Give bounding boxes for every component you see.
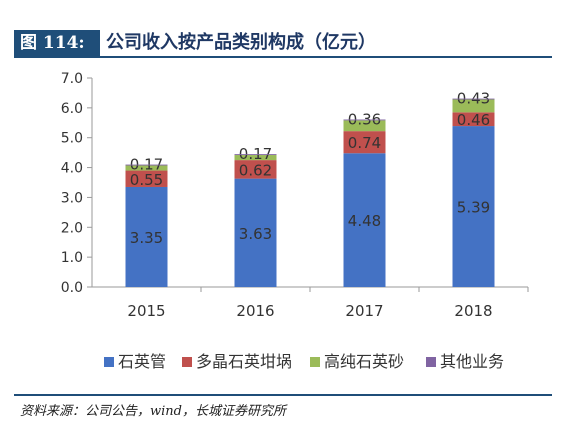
bar-segment-3 bbox=[125, 165, 168, 171]
bar-segment-2 bbox=[452, 112, 495, 127]
data-label: 0.17 bbox=[130, 155, 163, 173]
data-label: 0.74 bbox=[348, 134, 381, 152]
x-tick-label: 2017 bbox=[345, 302, 383, 320]
bar-segment-4 bbox=[343, 119, 386, 121]
legend-swatch bbox=[182, 357, 192, 367]
legend-swatch bbox=[426, 357, 436, 367]
y-tick-label: 1.0 bbox=[61, 250, 83, 266]
bar-segment-4 bbox=[125, 164, 168, 166]
bar-segment-4 bbox=[234, 154, 277, 156]
legend-swatch bbox=[310, 357, 320, 367]
y-tick-label: 4.0 bbox=[61, 161, 83, 177]
figure-header: 图 114: 公司收入按产品类别构成（亿元） bbox=[14, 30, 552, 58]
y-tick-label: 2.0 bbox=[61, 220, 83, 236]
figure-title: 公司收入按产品类别构成（亿元） bbox=[106, 32, 376, 53]
bar-segment-2 bbox=[234, 160, 277, 179]
data-label: 0.62 bbox=[239, 161, 272, 179]
data-label: 0.46 bbox=[457, 111, 490, 129]
bar-segment-3 bbox=[452, 99, 495, 113]
y-tick-label: 3.0 bbox=[61, 190, 83, 206]
bar-segment-3 bbox=[343, 120, 386, 132]
y-tick-label: 6.0 bbox=[61, 101, 83, 117]
legend-swatch bbox=[104, 357, 114, 367]
bar-segment-3 bbox=[234, 155, 277, 161]
x-tick-label: 2018 bbox=[454, 302, 492, 320]
data-label: 0.36 bbox=[348, 110, 381, 128]
source-note: 资料来源：公司公告，wind，长城证券研究所 bbox=[20, 404, 286, 419]
legend-label: 其他业务 bbox=[440, 352, 504, 371]
bar-segment-1 bbox=[125, 186, 168, 287]
data-label: 0.55 bbox=[130, 171, 163, 189]
legend-label: 石英管 bbox=[118, 352, 166, 371]
stacked-bar-chart: 0.01.02.03.04.05.06.07.03.350.550.172015… bbox=[61, 71, 529, 371]
x-tick-label: 2016 bbox=[236, 302, 274, 320]
bar-segment-1 bbox=[452, 126, 495, 287]
legend-label: 多晶石英坩埚 bbox=[196, 352, 292, 371]
x-tick-label: 2015 bbox=[127, 302, 165, 320]
figure-label: 图 114: bbox=[14, 30, 100, 56]
data-label: 3.35 bbox=[130, 229, 163, 247]
y-tick-label: 0.0 bbox=[61, 280, 83, 296]
y-tick-label: 5.0 bbox=[61, 131, 83, 147]
bar-segment-1 bbox=[234, 178, 277, 287]
y-tick-label: 7.0 bbox=[61, 71, 83, 87]
header-rule bbox=[14, 56, 552, 58]
source-rule bbox=[14, 394, 552, 396]
legend-label: 高纯石英砂 bbox=[324, 352, 404, 371]
data-label: 0.43 bbox=[457, 89, 490, 107]
data-label: 4.48 bbox=[348, 212, 381, 230]
bar-segment-1 bbox=[343, 153, 386, 287]
data-label: 5.39 bbox=[457, 199, 490, 217]
data-label: 3.63 bbox=[239, 225, 272, 243]
bar-segment-4 bbox=[452, 98, 495, 100]
data-label: 0.17 bbox=[239, 145, 272, 163]
bar-segment-2 bbox=[343, 131, 386, 154]
bar-segment-2 bbox=[125, 170, 168, 187]
